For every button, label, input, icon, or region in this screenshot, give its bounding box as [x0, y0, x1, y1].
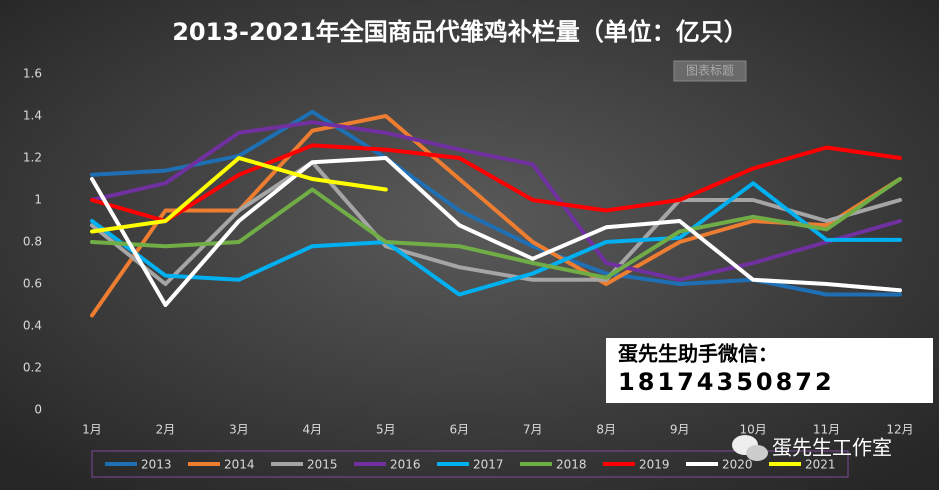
series-line [90, 114, 902, 318]
x-tick-label: 2月 [156, 423, 176, 437]
series-line [90, 156, 902, 307]
x-tick-label: 6月 [449, 423, 469, 437]
contact-box [606, 338, 933, 403]
x-tick-label: 8月 [596, 423, 616, 437]
series-line [90, 177, 902, 280]
x-tick-label: 12月 [886, 423, 913, 437]
chart-title: 2013-2021年全国商品代雏鸡补栏量（单位：亿只） [172, 18, 748, 46]
y-tick-label: 0.4 [23, 319, 42, 333]
series-line [90, 160, 902, 286]
y-tick-label: 0 [34, 403, 42, 417]
legend-label: 2019 [639, 458, 670, 472]
contact-label: 蛋先生助手微信： [618, 342, 778, 366]
y-tick-label: 1.2 [23, 151, 42, 165]
x-tick-label: 5月 [376, 423, 396, 437]
legend-label: 2018 [556, 458, 587, 472]
legend-box [91, 450, 849, 478]
legend-label: 2015 [307, 458, 338, 472]
x-tick-label: 4月 [303, 423, 323, 437]
legend-label: 2020 [722, 458, 753, 472]
x-tick-label: 1月 [82, 423, 102, 437]
x-tick-label: 7月 [523, 423, 543, 437]
legend-label: 2021 [805, 458, 836, 472]
placeholder-title: 图表标题 [686, 64, 734, 78]
contact-number: 18174350872 [618, 368, 835, 396]
series-line [90, 156, 388, 234]
y-tick-label: 1 [34, 193, 42, 207]
x-tick-label: 11月 [813, 423, 840, 437]
y-tick-label: 1.4 [23, 109, 42, 123]
series-line [90, 143, 902, 223]
placeholder-box [673, 60, 747, 82]
series-line [90, 181, 902, 297]
watermark: 蛋先生工作室 [772, 436, 892, 460]
x-tick-label: 9月 [670, 423, 690, 437]
x-tick-label: 3月 [229, 423, 249, 437]
legend-label: 2013 [141, 458, 172, 472]
y-tick-label: 0.8 [23, 235, 42, 249]
x-tick-label: 10月 [739, 423, 766, 437]
y-tick-label: 1.6 [23, 67, 42, 81]
wechat-icon [732, 435, 768, 461]
legend-label: 2017 [473, 458, 504, 472]
y-tick-label: 0.2 [23, 361, 42, 375]
y-tick-label: 0.6 [23, 277, 42, 291]
legend-label: 2014 [224, 458, 255, 472]
legend-label: 2016 [390, 458, 421, 472]
series-line [90, 120, 902, 282]
